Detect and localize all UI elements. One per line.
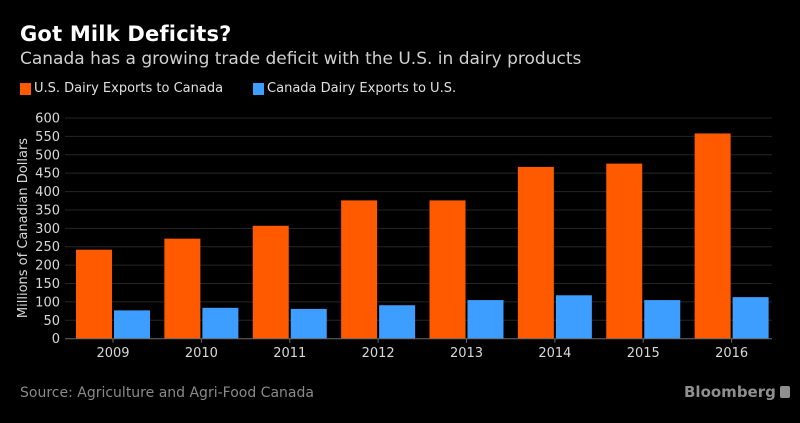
x-tick-label: 2012 <box>362 346 395 361</box>
bar-us-exports-2009 <box>76 249 112 339</box>
legend-item-canada-exports: Canada Dairy Exports to U.S. <box>253 81 456 96</box>
y-tick-label: 50 <box>43 314 60 329</box>
source-note: Source: Agriculture and Agri-Food Canada <box>20 385 314 401</box>
y-tick-label: 0 <box>52 332 60 347</box>
y-axis-label: Millions of Canadian Dollars <box>16 138 31 318</box>
y-tick-label: 250 <box>35 240 60 255</box>
y-tick-label: 600 <box>35 112 60 127</box>
x-tick-label: 2016 <box>715 346 748 361</box>
x-tick-label: 2015 <box>627 346 660 361</box>
bar-us-exports-2014 <box>517 166 554 339</box>
legend-swatch-canada-exports <box>253 82 265 95</box>
brand-name: Bloomberg <box>684 383 776 401</box>
bar-canada-exports-2013 <box>467 300 504 339</box>
y-tick-label: 100 <box>35 295 60 310</box>
y-tick-label: 150 <box>35 277 60 292</box>
y-tick-label: 450 <box>35 167 60 182</box>
bloomberg-chart-icon <box>779 386 790 398</box>
chart-title: Got Milk Deficits? <box>20 22 232 46</box>
y-tick-label: 350 <box>35 203 60 218</box>
legend: U.S. Dairy Exports to Canada Canada Dair… <box>20 81 486 96</box>
bar-canada-exports-2012 <box>379 305 416 339</box>
y-tick-label: 400 <box>35 185 60 200</box>
bar-us-exports-2010 <box>164 238 201 339</box>
bar-us-exports-2012 <box>341 200 378 339</box>
bar-canada-exports-2015 <box>644 300 681 339</box>
x-tick-label: 2010 <box>185 346 218 361</box>
y-tick-label: 200 <box>35 259 60 274</box>
x-axis: 2009 2010 2011 2012 2013 2014 2015 2016 <box>65 338 772 361</box>
bar-us-exports-2015 <box>606 163 643 339</box>
legend-swatch-us-exports <box>20 82 31 95</box>
y-tick-label: 550 <box>35 130 60 145</box>
x-tick-label: 2014 <box>538 346 571 361</box>
legend-label-us-exports: U.S. Dairy Exports to Canada <box>34 81 224 96</box>
legend-item-us-exports: U.S. Dairy Exports to Canada <box>20 81 223 96</box>
bar-canada-exports-2016 <box>732 297 769 339</box>
chart-subtitle: Canada has a growing trade deficit with … <box>20 49 582 69</box>
bar-canada-exports-2011 <box>290 308 327 339</box>
bar-us-exports-2016 <box>694 133 731 339</box>
x-tick-label: 2011 <box>273 346 306 361</box>
bar-canada-exports-2009 <box>114 310 150 339</box>
bar-canada-exports-2010 <box>202 307 239 339</box>
bar-us-exports-2013 <box>429 200 466 339</box>
bloomberg-logo: Bloomberg <box>684 383 790 401</box>
bar-us-exports-2011 <box>252 225 289 339</box>
y-tick-label: 300 <box>35 222 60 237</box>
bars <box>76 133 769 339</box>
legend-label-canada-exports: Canada Dairy Exports to U.S. <box>267 81 457 96</box>
x-tick-label: 2013 <box>450 346 483 361</box>
y-tick-label: 500 <box>35 148 60 163</box>
y-axis-ticks: 0 50 100 150 200 250 300 350 400 450 500 550 600 <box>35 112 60 348</box>
bar-canada-exports-2014 <box>555 295 592 339</box>
x-tick-label: 2009 <box>96 346 129 361</box>
